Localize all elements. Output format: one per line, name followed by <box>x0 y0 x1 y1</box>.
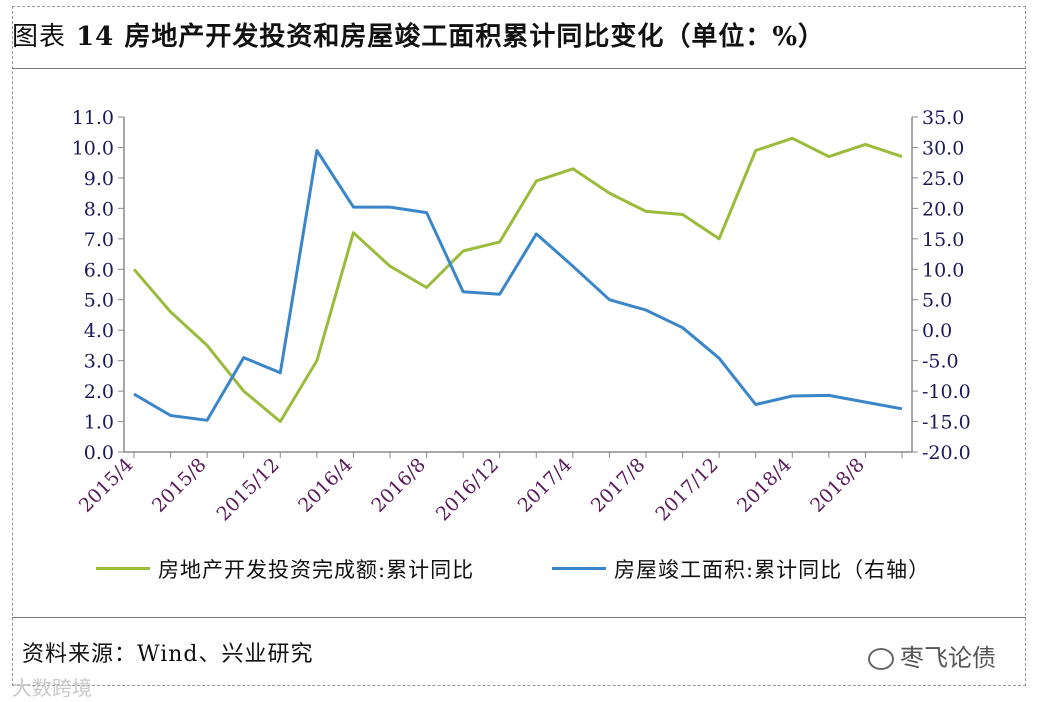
series-line-investment <box>132 136 903 423</box>
left-tick-label: 4.0 <box>84 320 114 342</box>
watermark-text: 枣飞论债 <box>900 644 996 672</box>
legend-swatch-investment <box>96 567 150 570</box>
left-tick-label: 0.0 <box>84 442 114 464</box>
title-divider <box>12 6 1026 69</box>
right-tick-label: 25.0 <box>922 168 964 190</box>
left-tick-label: 6.0 <box>84 259 114 281</box>
left-tick-label: 8.0 <box>84 198 114 220</box>
left-tick-label: 3.0 <box>84 351 114 373</box>
series-line-completion <box>133 149 903 422</box>
right-tick-label: 20.0 <box>922 198 964 220</box>
x-tick-label: 2018/4 <box>733 454 796 517</box>
left-tick-label: 2.0 <box>84 381 114 403</box>
left-tick-label: 10.0 <box>72 137 114 159</box>
left-tick-label: 11.0 <box>72 107 114 129</box>
chart-title: 图表 14 房地产开发投资和房屋竣工面积累计同比变化（单位：%） <box>12 16 825 53</box>
left-tick-label: 9.0 <box>84 168 114 190</box>
left-tick-label: 1.0 <box>84 412 114 434</box>
right-tick-label: 30.0 <box>922 137 964 159</box>
right-tick-label: 5.0 <box>922 290 952 312</box>
source-divider <box>12 617 1026 619</box>
x-tick-label: 2017/8 <box>587 454 650 517</box>
x-tick-label: 2016/12 <box>432 454 503 525</box>
legend-label-completion: 房屋竣工面积:累计同比（右轴） <box>614 558 931 582</box>
right-tick-label: -10.0 <box>922 381 971 403</box>
x-tick-label: 2015/12 <box>212 454 283 525</box>
x-tick-label: 2017/12 <box>651 454 722 525</box>
wechat-icon <box>868 648 894 670</box>
left-tick-label: 5.0 <box>84 290 114 312</box>
x-tick-label: 2016/4 <box>294 454 357 517</box>
x-tick-label: 2015/8 <box>148 454 211 517</box>
left-tick-label: 7.0 <box>84 229 114 251</box>
right-tick-label: -20.0 <box>922 442 971 464</box>
right-tick-label: 0.0 <box>922 320 952 342</box>
legend-swatch-completion <box>552 567 606 570</box>
x-tick-label: 2016/8 <box>367 454 430 517</box>
corner-watermark: 大数跨境 <box>12 676 92 700</box>
x-tick-label: 2017/4 <box>514 454 577 517</box>
figure-number: 14 <box>76 22 115 52</box>
figure-title-text: 房地产开发投资和房屋竣工面积累计同比变化（单位：%） <box>124 22 826 52</box>
right-tick-label: 10.0 <box>922 259 964 281</box>
right-tick-label: 35.0 <box>922 107 964 129</box>
right-tick-label: -5.0 <box>922 351 959 373</box>
figure-label: 图表 <box>12 22 67 52</box>
figure-frame <box>12 6 1026 686</box>
legend-label-investment: 房地产开发投资完成额:累计同比 <box>158 558 475 582</box>
right-tick-label: -15.0 <box>922 412 971 434</box>
x-tick-label: 2018/8 <box>806 454 869 517</box>
source-note: 资料来源：Wind、兴业研究 <box>22 642 314 667</box>
right-tick-label: 15.0 <box>922 229 964 251</box>
wechat-watermark: 枣飞论债 <box>868 638 996 673</box>
